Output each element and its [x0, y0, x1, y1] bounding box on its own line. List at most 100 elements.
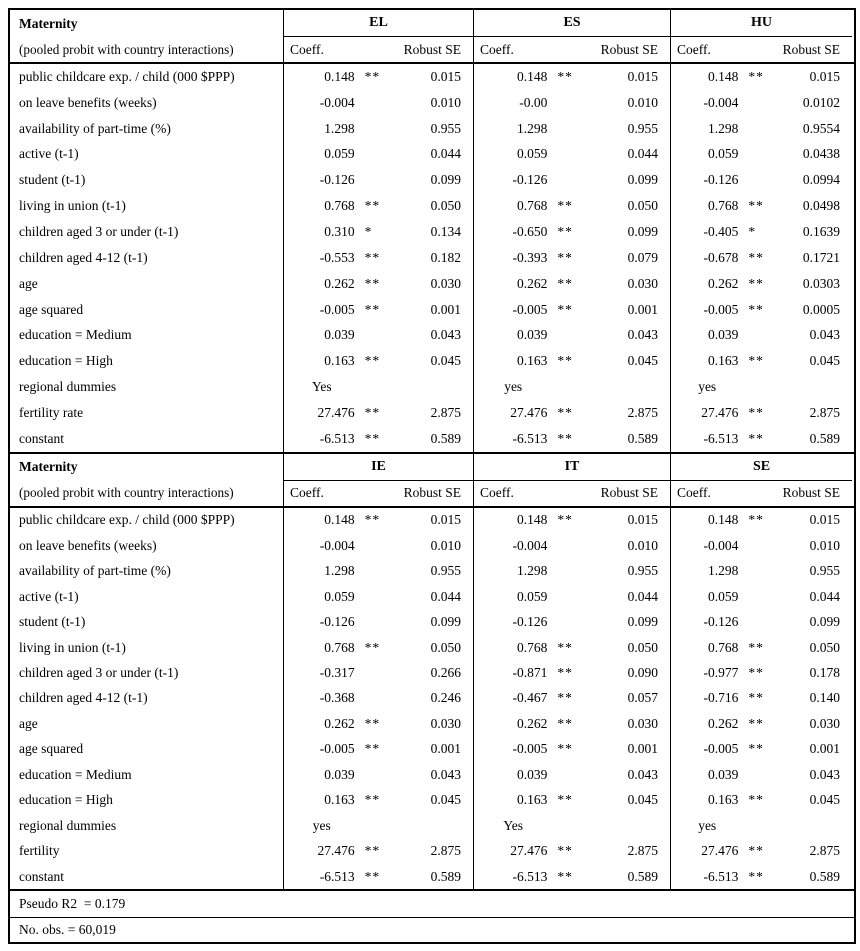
significance-stars: **	[557, 690, 573, 706]
significance-stars: **	[748, 404, 764, 420]
table-row: children aged 3 or under (t-1) -0.317 0.26…	[10, 660, 854, 686]
significance-stars: **	[364, 68, 381, 84]
robust-se-value: 0.099	[430, 172, 461, 188]
robust-se-value: 0.050	[430, 639, 461, 655]
country-cells: 0.039 0.043	[473, 322, 670, 349]
significance-stars: **	[364, 843, 381, 859]
robust-se-value: 0.001	[430, 301, 461, 317]
country-header: IT	[473, 453, 670, 481]
coefficient-value: -0.126	[703, 614, 739, 630]
coefficient-value: -0.678	[703, 249, 739, 265]
row-label: regional dummies	[19, 817, 117, 833]
country-header: IE	[283, 453, 473, 481]
country-cells: 1.298 0.955	[283, 558, 473, 584]
robust-se-value: 0.044	[430, 146, 461, 162]
coefficient-value: 0.163	[324, 792, 355, 808]
coefficient-value: 1.298	[517, 563, 548, 579]
robust-se-value: 0.043	[627, 327, 658, 343]
country-cells: 0.310 * 0.134	[283, 219, 473, 245]
significance-stars: **	[364, 249, 381, 265]
significance-stars: **	[748, 301, 764, 317]
significance-stars: **	[748, 690, 764, 706]
country-cells: -0.467 ** 0.057	[473, 685, 670, 712]
significance-stars: **	[748, 665, 764, 680]
coefficient-value: 0.262	[324, 275, 355, 291]
column-headers: Coeff. Robust SE	[473, 480, 670, 506]
table-row: living in union (t-1) 0.768 ** 0.050 0.768 **…	[10, 193, 854, 220]
table-row: on leave benefits (weeks) -0.004 0.010 -0.0…	[10, 89, 854, 116]
table-row: children aged 4-12 (t-1) -0.368 0.246 -0.46…	[10, 685, 854, 712]
row-label: age squared	[19, 741, 84, 757]
coefficient-value: -0.004	[703, 537, 739, 553]
robust-se-value: 2.875	[627, 843, 658, 859]
significance-stars: **	[364, 512, 381, 528]
robust-se-value: 0.0438	[802, 146, 840, 162]
coefficient-value: -0.126	[703, 172, 739, 188]
coefficient-value: -0.393	[512, 249, 548, 265]
coefficient-value: Yes	[311, 379, 332, 395]
country-cells: -0.004 0.0102	[670, 89, 852, 116]
significance-stars: **	[557, 843, 573, 859]
robust-se-value: 0.030	[809, 715, 840, 731]
robust-se-value: 0.010	[809, 537, 840, 553]
coefficient-value: 0.148	[708, 68, 739, 84]
country-cells: 0.059 0.044	[283, 583, 473, 610]
row-label: children aged 4-12 (t-1)	[19, 690, 148, 706]
significance-stars: **	[748, 353, 764, 369]
country-cells: -6.513 ** 0.589	[473, 863, 670, 890]
country-cells: 1.298 0.955	[670, 558, 852, 584]
robust-se-value: 0.246	[430, 690, 461, 706]
significance-stars: **	[748, 249, 764, 265]
country-cells: 0.768 ** 0.050	[283, 193, 473, 220]
coefficient-value: 27.476	[317, 404, 355, 420]
coefficient-value: 0.163	[708, 353, 739, 369]
significance-stars: **	[557, 275, 573, 291]
coefficient-value: 1.298	[708, 120, 739, 136]
significance-stars: **	[557, 430, 573, 446]
robust-se-value: 0.589	[809, 430, 840, 446]
robust-se-value: 0.178	[809, 665, 840, 680]
regression-table: Maternity EL ES HU (pooled probit with count…	[8, 8, 856, 945]
coefficient-value: 0.262	[517, 275, 548, 291]
coefficient-value: -0.467	[512, 690, 548, 706]
robust-se-value: 0.030	[430, 275, 461, 291]
country-cells: 0.148 ** 0.015	[473, 64, 670, 90]
row-label: education = Medium	[19, 327, 132, 343]
robust-se-value: 0.015	[627, 68, 658, 84]
robust-se-value: 0.589	[809, 868, 840, 884]
significance-stars: **	[364, 868, 381, 884]
country-cells: -6.513 ** 0.589	[283, 863, 473, 890]
table-footer: Pseudo R2 = 0.179 No. obs. = 60,019	[10, 889, 854, 942]
table-row: age squared -0.005 ** 0.001 -0.005 ** 0.001 -0.…	[10, 296, 854, 323]
coefficient-value: 0.148	[517, 512, 548, 528]
row-label: active (t-1)	[19, 588, 79, 604]
coefficient-value: -6.513	[512, 868, 548, 884]
country-cells: 0.262 ** 0.030	[473, 711, 670, 737]
coefficient-value: 0.262	[517, 715, 548, 731]
se-column-header: Robust SE	[403, 485, 461, 501]
significance-stars: **	[748, 639, 764, 655]
robust-se-value: 0.010	[430, 537, 461, 553]
country-cells: -0.005 ** 0.001	[473, 736, 670, 763]
country-cells: 0.059 0.044	[473, 141, 670, 168]
coeff-column-header: Coeff.	[480, 41, 514, 57]
coefficient-value: -0.004	[703, 94, 739, 110]
coefficient-value: -0.126	[512, 172, 548, 188]
country-cells: 0.039 0.043	[670, 762, 852, 788]
significance-stars: **	[364, 275, 381, 291]
country-cells: 0.039 0.043	[473, 762, 670, 788]
country-cells: 0.262 ** 0.030	[473, 270, 670, 297]
table-row: active (t-1) 0.059 0.044 0.059 0.044 0.059 0.0…	[10, 141, 854, 168]
coefficient-value: -6.513	[512, 430, 548, 446]
coefficient-value: -6.513	[703, 430, 739, 446]
country-cells: -0.393 ** 0.079	[473, 244, 670, 271]
significance-stars: **	[557, 198, 573, 214]
se-column-header: Robust SE	[600, 41, 658, 57]
table-row: living in union (t-1) 0.768 ** 0.050 0.768 **…	[10, 634, 854, 661]
robust-se-value: 0.134	[430, 223, 461, 239]
country-cells: 27.476 ** 2.875	[283, 838, 473, 864]
country-cells: 0.059 0.044	[670, 583, 852, 610]
coefficient-value: -0.005	[319, 301, 355, 317]
robust-se-value: 0.140	[809, 690, 840, 706]
country-cells: -0.650 ** 0.099	[473, 219, 670, 245]
